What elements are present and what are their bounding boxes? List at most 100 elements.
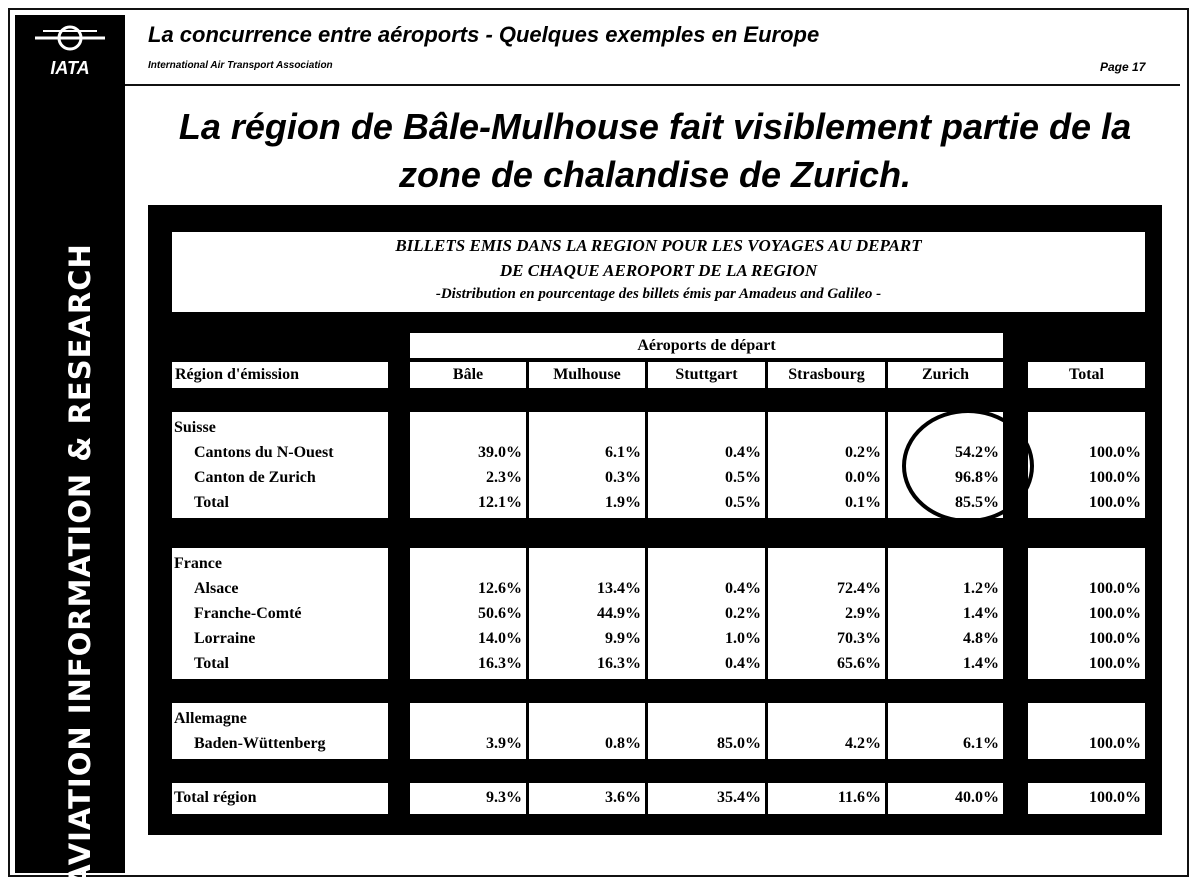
row-block (1028, 548, 1145, 679)
cell-value: 100.0% (1089, 655, 1141, 672)
row-block (1028, 783, 1145, 814)
row-block (648, 412, 765, 518)
column-group-header: Aéroports de départ (637, 337, 776, 354)
cell-value: 100.0% (1089, 444, 1141, 461)
cell-value: 65.6% (837, 655, 881, 672)
table-title: BILLETS EMIS DANS LA REGION POUR LES VOY… (395, 236, 922, 255)
cell-value: 85.0% (717, 735, 761, 752)
cell-value: 1.2% (963, 580, 999, 597)
cell-value: 96.8% (955, 469, 999, 486)
cell-value: 2.9% (845, 605, 881, 622)
header-rule (125, 84, 1180, 86)
cell-value: 0.4% (725, 444, 761, 461)
row-block (648, 783, 765, 814)
row-label: Total (194, 494, 229, 511)
cell-value: 72.4% (837, 580, 881, 597)
cell-value: 100.0% (1089, 605, 1141, 622)
row-block (172, 783, 388, 814)
sidebar (15, 15, 125, 873)
cell-value: 14.0% (478, 630, 522, 647)
cell-value: 3.9% (486, 735, 522, 752)
row-block (172, 412, 388, 518)
cell-value: 100.0% (1089, 580, 1141, 597)
cell-value: 0.4% (725, 655, 761, 672)
cell-value: 16.3% (478, 655, 522, 672)
cell-value: 6.1% (963, 735, 999, 752)
cell-value: 54.2% (955, 444, 999, 461)
row-block (410, 703, 526, 759)
cell-value: 2.3% (486, 469, 522, 486)
cell-value: 1.4% (963, 655, 999, 672)
table-title-box (172, 232, 1145, 312)
row-block (768, 548, 885, 679)
logo-text: IATA (50, 58, 90, 78)
row-block (529, 703, 645, 759)
cell-value: 39.0% (478, 444, 522, 461)
cell-value: 16.3% (597, 655, 641, 672)
cell-value: 1.4% (963, 605, 999, 622)
column-header-box (1028, 362, 1145, 388)
column-header: Strasbourg (788, 366, 865, 383)
group-name: France (174, 555, 222, 572)
column-header: Total (1069, 366, 1104, 383)
cell-value: 0.0% (845, 469, 881, 486)
page-number: Page 17 (1100, 60, 1146, 74)
row-block (172, 548, 388, 679)
row-label: Baden-Wüttenberg (194, 735, 326, 752)
row-label: Franche-Comté (194, 605, 302, 622)
cell-value: 4.2% (845, 735, 881, 752)
cell-value: 0.5% (725, 469, 761, 486)
cell-value: 1.0% (725, 630, 761, 647)
highlight-circle (902, 409, 1034, 523)
cell-value: 11.6% (837, 789, 881, 806)
group-name: Allemagne (174, 710, 247, 727)
cell-value: 100.0% (1089, 469, 1141, 486)
page-frame (8, 8, 1189, 877)
cell-value: 0.8% (605, 735, 641, 752)
row-block (768, 703, 885, 759)
row-block (768, 783, 885, 814)
cell-value: 4.8% (963, 630, 999, 647)
column-header-box (172, 362, 388, 388)
table-subtitle: -Distribution en pourcentage des billets… (435, 286, 882, 302)
cell-value: 12.1% (478, 494, 522, 511)
cell-value: 0.2% (845, 444, 881, 461)
column-header-box (768, 362, 885, 388)
row-block (410, 412, 526, 518)
cell-value: 100.0% (1089, 789, 1141, 806)
row-block (1028, 703, 1145, 759)
row-block (888, 548, 1003, 679)
group-name: Suisse (174, 419, 216, 436)
row-block (888, 703, 1003, 759)
row-block (529, 548, 645, 679)
row-label: Cantons du N-Ouest (194, 444, 334, 461)
row-block (172, 703, 388, 759)
column-header: Zurich (921, 366, 970, 383)
column-header: Région d'émission (175, 366, 300, 383)
logo-icon (35, 25, 105, 51)
column-header-box (410, 362, 526, 388)
cell-value: 100.0% (1089, 735, 1141, 752)
cell-value: 0.3% (605, 469, 641, 486)
cell-value: 3.6% (605, 789, 641, 806)
row-block (410, 548, 526, 679)
cell-value: 0.2% (725, 605, 761, 622)
row-block (529, 783, 645, 814)
column-header-box (648, 362, 765, 388)
row-block (529, 412, 645, 518)
row-block (768, 412, 885, 518)
row-label: Canton de Zurich (194, 469, 316, 486)
headline: zone de chalandise de Zurich. (398, 154, 912, 195)
column-group-box (410, 333, 1003, 358)
column-header: Bâle (452, 366, 484, 383)
cell-value: 13.4% (597, 580, 641, 597)
cell-value: 40.0% (955, 789, 999, 806)
row-block (410, 783, 526, 814)
row-block (1028, 412, 1145, 518)
cell-value: 35.4% (717, 789, 761, 806)
cell-value: 6.1% (605, 444, 641, 461)
row-label: Lorraine (194, 630, 256, 647)
row-block (888, 412, 1003, 518)
